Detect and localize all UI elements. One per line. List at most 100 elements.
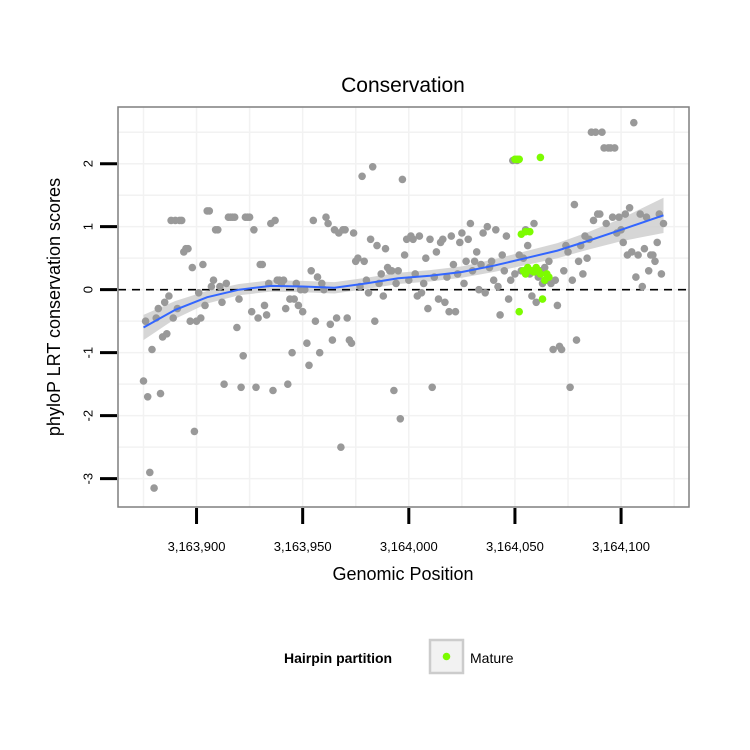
data-point	[400, 251, 409, 259]
data-point	[394, 267, 403, 275]
data-point	[500, 267, 509, 275]
panel-background	[118, 107, 689, 507]
data-point	[324, 219, 332, 228]
data-point	[502, 232, 511, 240]
data-point	[496, 311, 504, 319]
data-point	[458, 229, 466, 237]
mature-point	[536, 153, 545, 162]
data-point	[564, 248, 572, 256]
data-point	[388, 267, 396, 275]
data-point	[156, 389, 165, 398]
loess-smooth-line	[143, 214, 664, 329]
data-point	[311, 317, 320, 326]
mature-point	[515, 307, 523, 316]
data-point	[434, 295, 443, 303]
data-point	[579, 270, 587, 278]
data-point	[532, 298, 540, 307]
data-point	[381, 244, 390, 253]
data-point	[451, 307, 460, 316]
data-point	[651, 257, 659, 266]
data-point	[411, 270, 420, 278]
legend-mature-swatch	[442, 652, 451, 661]
data-point	[298, 307, 307, 316]
data-point	[625, 204, 634, 212]
data-point	[258, 260, 267, 269]
data-point	[205, 207, 214, 215]
data-point	[199, 260, 207, 269]
data-point	[653, 238, 661, 247]
data-point	[422, 254, 430, 262]
data-point	[638, 282, 647, 291]
data-point	[557, 345, 566, 354]
data-point	[303, 339, 311, 348]
data-point	[377, 270, 386, 278]
data-point	[218, 298, 226, 307]
chart-title: Conservation	[341, 74, 465, 97]
data-point	[239, 352, 247, 360]
data-point	[343, 314, 352, 322]
data-point	[222, 279, 231, 288]
data-point	[245, 213, 254, 221]
data-point	[364, 289, 373, 297]
data-point	[398, 175, 407, 184]
data-point	[447, 232, 456, 240]
data-point	[254, 314, 262, 322]
data-point	[313, 273, 322, 281]
legend-key-box	[428, 638, 465, 675]
data-point	[165, 292, 173, 300]
data-point	[460, 279, 468, 288]
data-point	[281, 304, 290, 313]
y-axis-title: phyloP LRT conservation scores	[44, 178, 64, 436]
data-point	[615, 213, 623, 221]
data-point	[197, 314, 205, 322]
data-point	[177, 216, 186, 225]
data-point	[148, 345, 156, 354]
data-point	[591, 128, 600, 136]
data-point	[347, 339, 356, 348]
data-point	[636, 210, 644, 218]
data-point	[596, 210, 604, 218]
data-point	[570, 200, 579, 209]
data-point	[549, 345, 557, 354]
data-point	[201, 301, 209, 310]
data-point	[252, 383, 260, 392]
data-point	[216, 282, 224, 291]
mature-point	[545, 273, 553, 281]
data-point	[634, 251, 642, 259]
data-point	[432, 248, 441, 256]
data-point	[143, 393, 152, 401]
data-point	[169, 314, 177, 322]
x-tick-label: 3,164,100	[592, 539, 650, 554]
data-point	[608, 213, 617, 221]
y-tick-label: 0	[80, 286, 95, 293]
data-point	[642, 213, 651, 221]
data-point	[475, 285, 483, 294]
data-point	[290, 295, 299, 303]
legend-mature-label: Mature	[470, 650, 514, 666]
data-point	[649, 251, 657, 259]
y-axis: -3 -2 -1 0 1 2	[80, 160, 117, 484]
data-point	[235, 295, 243, 303]
data-point	[472, 248, 481, 256]
data-point	[602, 219, 610, 228]
data-point	[619, 238, 627, 247]
plot-panel	[117, 106, 690, 508]
data-point	[462, 257, 470, 266]
data-point	[326, 320, 335, 329]
data-point	[498, 251, 507, 259]
data-point	[494, 282, 502, 291]
data-point	[284, 380, 292, 389]
data-point	[479, 229, 487, 237]
data-point	[154, 304, 163, 313]
data-point	[160, 298, 169, 307]
data-point	[250, 226, 258, 234]
x-tick-label: 3,163,900	[168, 539, 226, 554]
mature-point	[521, 270, 530, 278]
y-tick-label: -3	[80, 473, 95, 485]
data-point	[583, 254, 591, 262]
y-tick-label: 1	[80, 223, 95, 230]
mature-points	[511, 153, 553, 316]
data-point	[332, 314, 341, 322]
data-point	[415, 232, 424, 240]
x-axis: 3,163,900 3,163,950 3,164,000 3,164,050 3,16…	[168, 508, 650, 554]
